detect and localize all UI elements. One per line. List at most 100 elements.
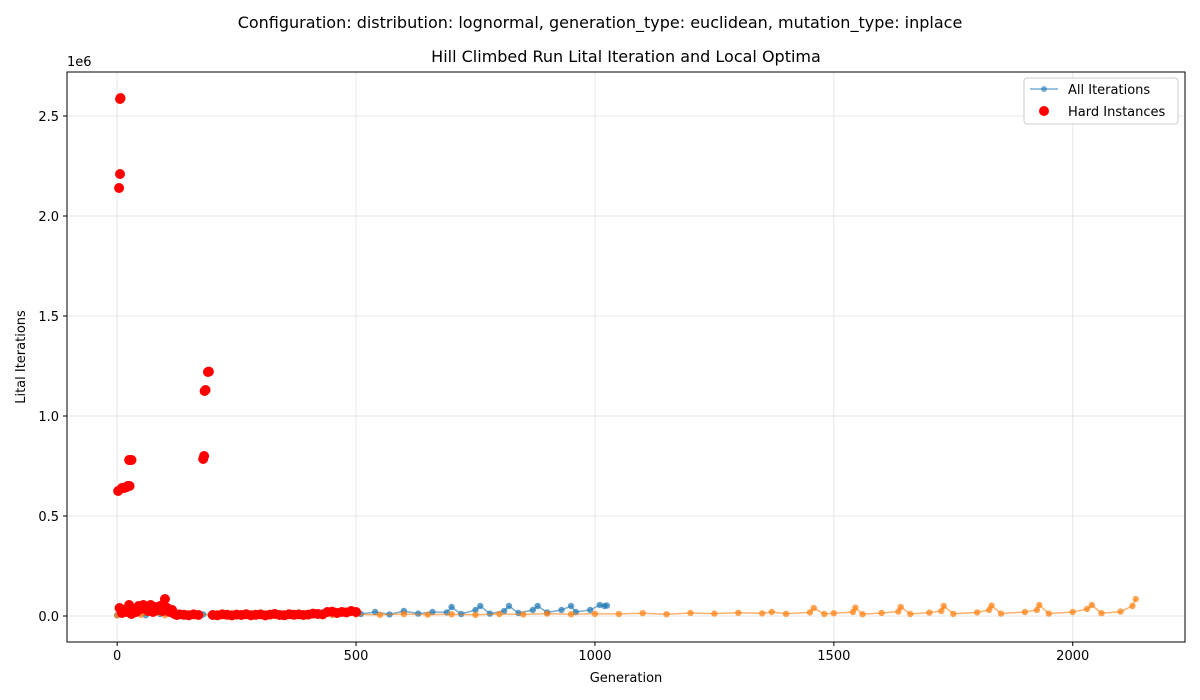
data-point-all_iterations_run_b — [926, 609, 933, 616]
data-point-all_iterations_run_b — [1045, 610, 1053, 617]
data-point-all_iterations_run_b — [663, 611, 670, 618]
data-point-all_iterations_run_b — [639, 610, 646, 617]
data-point-all_iterations_run_b — [950, 610, 957, 617]
y-tick-label: 0.0 — [38, 610, 59, 625]
hard-instance-point — [159, 594, 170, 604]
x-axis-label: Generation — [590, 671, 663, 686]
data-point-all_iterations_run_b — [782, 610, 790, 617]
chart-title: Hill Climbed Run Lital Iteration and Loc… — [431, 47, 821, 66]
data-point-all_iterations_run_b — [591, 610, 599, 617]
legend-marker-hard-instances — [1039, 106, 1049, 116]
data-point-all_iterations_run_a — [534, 602, 541, 610]
data-point-all_iterations_run_a — [558, 606, 565, 614]
data-point-all_iterations_run_b — [711, 610, 718, 617]
x-tick-label: 0 — [113, 649, 121, 664]
data-point-all_iterations_run_b — [997, 610, 1005, 617]
data-point-all_iterations_run_a — [371, 608, 379, 616]
y-axis-ticks: 0.0 0.5 1.0 1.5 2.0 2.5 — [38, 110, 67, 625]
y-tick-label: 1.5 — [38, 310, 59, 325]
x-tick-label: 1500 — [817, 649, 850, 664]
data-point-all_iterations_run_b — [400, 610, 408, 618]
x-axis-ticks: 0 500 1000 1500 2000 — [113, 642, 1089, 664]
data-point-all_iterations_run_b — [940, 602, 947, 610]
grid-lines — [67, 72, 1185, 642]
data-point-all_iterations_run_b — [472, 611, 479, 618]
x-tick-label: 500 — [344, 649, 369, 664]
hard-instance-point — [124, 481, 135, 491]
legend-label-hard-instances: Hard Instances — [1068, 105, 1166, 120]
data-point-all_iterations_run_b — [821, 610, 828, 618]
data-point-all_iterations_run_b — [973, 609, 981, 616]
data-point-all_iterations_run_b — [768, 608, 775, 616]
data-point-all_iterations_run_b — [687, 609, 694, 617]
y-tick-label: 2.5 — [38, 110, 59, 125]
data-point-all_iterations_run_b — [1069, 608, 1076, 616]
data-point-all_iterations_run_b — [852, 604, 859, 611]
data-point-all_iterations_run_b — [830, 610, 838, 617]
hard-instance-point — [199, 451, 210, 461]
hard-instance-point — [200, 385, 211, 395]
hard-instance-point — [115, 169, 126, 179]
y-tick-label: 2.0 — [38, 210, 59, 225]
data-point-all_iterations_run_b — [1117, 608, 1124, 615]
data-point-all_iterations_run_b — [907, 610, 914, 618]
hard-instance-point — [203, 366, 214, 377]
data-point-all_iterations_run_b — [878, 609, 885, 617]
data-point-all_iterations_run_b — [1083, 605, 1091, 613]
data-point-all_iterations_run_b — [615, 610, 623, 618]
hard-instance-point — [193, 610, 204, 620]
data-point-all_iterations_run_a — [414, 610, 422, 617]
y-offset-label: 1e6 — [67, 55, 92, 70]
y-axis-label: Lital Iterations — [14, 310, 29, 404]
data-point-all_iterations_run_b — [496, 610, 503, 618]
legend-marker-all-iterations — [1041, 86, 1047, 92]
data-point-all_iterations_run_a — [529, 606, 537, 614]
data-point-all_iterations_run_b — [1088, 601, 1096, 609]
data-point-all_iterations_run_b — [810, 604, 817, 612]
hard-instance-point — [351, 607, 362, 617]
data-point-all_iterations_run_a — [505, 602, 513, 610]
data-point-all_iterations_run_b — [897, 603, 904, 611]
data-point-all_iterations_run_b — [938, 607, 945, 615]
data-point-all_iterations_run_b — [520, 611, 527, 618]
x-tick-label: 2000 — [1056, 649, 1089, 664]
data-point-all_iterations_run_b — [1021, 608, 1029, 616]
legend-box — [1023, 77, 1179, 125]
data-point-all_iterations_run_a — [448, 603, 455, 611]
data-point-all_iterations_run_b — [543, 610, 551, 617]
hard-instance-point — [115, 93, 126, 103]
data-point-all_iterations_run_b — [1036, 601, 1043, 609]
data-point-all_iterations_run_b — [1033, 606, 1041, 614]
legend: All Iterations Hard Instances — [1023, 77, 1179, 125]
data-point-all_iterations_run_b — [758, 610, 766, 617]
y-tick-label: 1.0 — [38, 410, 59, 425]
data-point-all_iterations_run_b — [988, 602, 995, 609]
data-point-all_iterations_run_b — [376, 611, 384, 618]
data-point-all_iterations_run_b — [735, 609, 742, 616]
data-point-all_iterations_run_b — [424, 611, 431, 618]
data-point-all_iterations_run_a — [567, 602, 575, 610]
data-point-all_iterations_run_b — [567, 611, 575, 618]
data-point-all_iterations_run_a — [477, 602, 484, 610]
data-point-all_iterations_run_a — [586, 606, 594, 614]
data-point-all_iterations_run_b — [1098, 610, 1105, 617]
legend-label-all-iterations: All Iterations — [1068, 83, 1150, 98]
data-point-all_iterations_run_b — [1132, 595, 1139, 603]
data-point-all_iterations_run_b — [448, 611, 455, 618]
figure-suptitle: Configuration: distribution: lognormal, … — [238, 13, 963, 33]
hard-instance-point — [126, 455, 137, 465]
data-point-all_iterations_run_a — [429, 608, 436, 616]
data-point-all_iterations_run_a — [472, 606, 479, 614]
x-tick-label: 1000 — [578, 649, 611, 664]
data-point-all_iterations_run_a — [603, 602, 611, 609]
data-point-all_iterations_run_b — [1129, 602, 1136, 610]
y-tick-label: 0.5 — [38, 510, 59, 525]
data-point-all_iterations_run_a — [596, 601, 603, 609]
plot-area-frame — [66, 71, 1186, 643]
hard-instances-layer — [113, 93, 362, 621]
data-point-all_iterations_run_a — [500, 607, 508, 615]
data-point-all_iterations_run_b — [859, 611, 866, 618]
hard-instance-point — [114, 183, 125, 193]
data-point-all_iterations_run_b — [806, 609, 814, 616]
